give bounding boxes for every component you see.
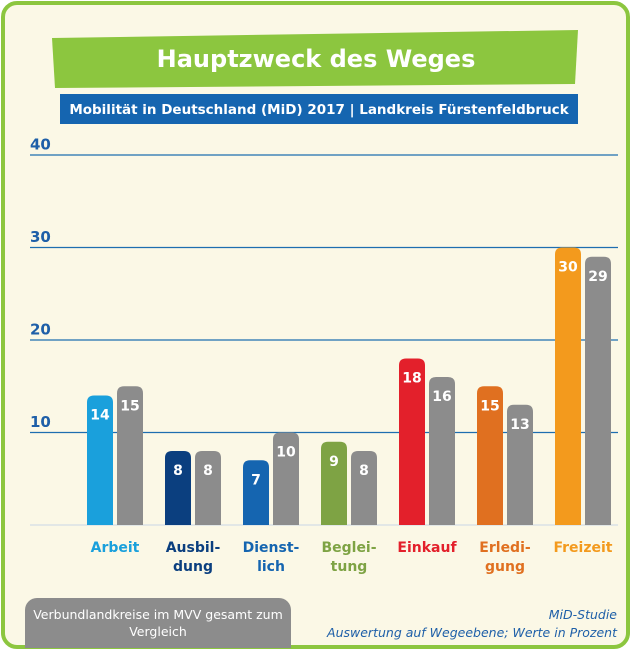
x-tick-label: gung <box>485 559 525 575</box>
bar <box>87 395 113 525</box>
value-label: 16 <box>432 389 451 405</box>
bar <box>273 432 299 525</box>
x-tick-label: Einkauf <box>397 540 457 556</box>
chart-subtitle: Mobilität in Deutschland (MiD) 2017 | La… <box>69 102 569 118</box>
value-label: 8 <box>173 463 183 479</box>
x-tick-label: lich <box>257 559 285 575</box>
x-tick-label: Dienst- <box>243 540 300 556</box>
bar <box>399 358 425 525</box>
chart-title: Hauptzweck des Weges <box>157 45 476 73</box>
bar <box>351 451 377 525</box>
value-label: 15 <box>120 398 139 414</box>
value-label: 29 <box>588 269 607 285</box>
bar <box>477 386 503 525</box>
bar <box>429 377 455 525</box>
note: MiD-Studie <box>548 607 617 622</box>
bar <box>555 247 581 525</box>
subtitle-banner <box>60 94 578 124</box>
value-label: 18 <box>402 371 421 387</box>
value-label: 8 <box>359 463 369 479</box>
x-tick-label: tung <box>331 559 368 575</box>
value-label: 14 <box>90 408 110 424</box>
value-label: 10 <box>276 445 296 461</box>
x-tick-label: Ausbil- <box>166 540 221 556</box>
x-tick-label: dung <box>173 559 213 575</box>
bar <box>507 404 533 525</box>
bar <box>117 386 143 525</box>
x-tick-label: Erledi- <box>479 540 531 556</box>
bar <box>321 441 347 525</box>
bar <box>243 460 269 525</box>
value-label: 30 <box>558 260 578 276</box>
y-tick-label: 20 <box>30 321 51 339</box>
bar <box>165 451 191 525</box>
legend: Verbundlandkreise im MVV gesamt zum Verg… <box>25 598 291 648</box>
legend-label: Verbundlandkreise im MVV gesamt zum Verg… <box>33 607 283 639</box>
value-label: 9 <box>329 454 339 470</box>
bar <box>585 256 611 525</box>
value-label: 8 <box>203 463 213 479</box>
x-tick-label: Beglei- <box>321 540 376 556</box>
y-tick-label: 40 <box>30 136 51 154</box>
bar <box>195 451 221 525</box>
value-label: 13 <box>510 417 529 433</box>
note: Auswertung auf Wegeebene; Werte in Proze… <box>327 625 617 640</box>
title-banner <box>52 30 578 88</box>
x-tick-label: Arbeit <box>91 540 140 556</box>
y-tick-label: 10 <box>30 413 51 431</box>
x-tick-label: Freizeit <box>553 540 612 556</box>
y-tick-label: 30 <box>30 228 51 246</box>
value-label: 7 <box>251 472 261 488</box>
value-label: 15 <box>480 398 499 414</box>
